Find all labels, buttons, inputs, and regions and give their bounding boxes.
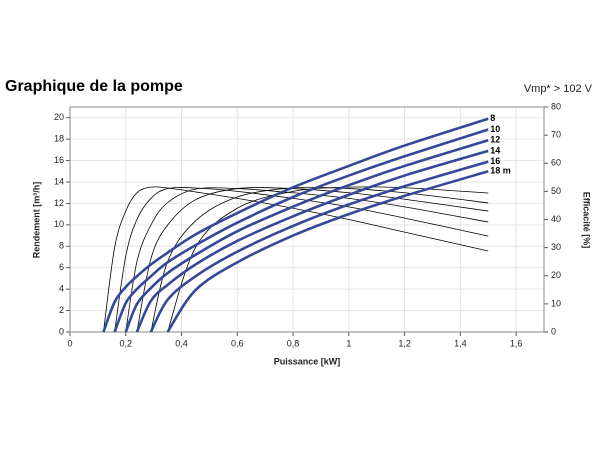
annotation: Vmp* > 102 V	[524, 83, 593, 95]
chart-title: Graphique de la pompe	[5, 78, 183, 95]
flow-curve	[135, 149, 489, 333]
x-tick-label: 1,4	[454, 338, 467, 348]
y2-axis-label: Efficacité [%]	[582, 192, 592, 249]
y2-tick-label: 80	[551, 101, 561, 111]
y-tick-label: 0	[59, 326, 64, 336]
y-tick-label: 16	[54, 155, 64, 165]
x-tick-label: 0,2	[120, 338, 133, 348]
x-axis-label: Puissance [kW]	[274, 356, 341, 366]
y-axis-label: Rendement [m³/h]	[31, 182, 41, 259]
series-label: 14	[490, 145, 500, 155]
y2-tick-label: 10	[551, 298, 561, 308]
y2-tick-label: 70	[551, 130, 561, 140]
series-label: 12	[490, 135, 500, 145]
y-tick-label: 6	[59, 262, 64, 272]
y2-tick-label: 60	[551, 158, 561, 168]
x-tick-label: 0,4	[175, 338, 188, 348]
x-tick-label: 1,2	[398, 338, 411, 348]
x-tick-label: 0	[67, 338, 72, 348]
y-tick-label: 2	[59, 305, 64, 315]
efficiency-curve	[103, 186, 489, 333]
plot-frame	[69, 106, 545, 333]
x-tick-label: 1	[346, 338, 351, 348]
efficiency-curve	[125, 187, 489, 333]
x-tick-label: 1,6	[510, 338, 523, 348]
flow-curve	[102, 117, 489, 333]
x-tick-label: 0,6	[231, 338, 244, 348]
y2-tick-label: 20	[551, 270, 561, 280]
y-tick-label: 4	[59, 284, 64, 294]
y-tick-label: 10	[54, 219, 64, 229]
y-tick-label: 8	[59, 241, 64, 251]
y2-tick-label: 0	[551, 326, 556, 336]
y2-tick-label: 50	[551, 186, 561, 196]
x-tick-label: 0,8	[287, 338, 300, 348]
flow-curve	[113, 128, 489, 333]
efficiency-curve	[167, 186, 489, 333]
flow-curve	[166, 170, 489, 333]
series-label: 16	[490, 156, 500, 166]
efficiency-curve	[114, 187, 489, 333]
series-label: 10	[490, 124, 500, 134]
series-label: 18 m	[490, 166, 511, 176]
flow-curve	[149, 160, 489, 333]
y2-tick-label: 30	[551, 242, 561, 252]
y-tick-label: 18	[54, 134, 64, 144]
y-tick-label: 20	[54, 112, 64, 122]
y-tick-label: 12	[54, 198, 64, 208]
series-label: 8	[490, 113, 495, 123]
flow-curve	[124, 138, 489, 333]
y2-tick-label: 40	[551, 214, 561, 224]
y-tick-label: 14	[54, 176, 64, 186]
